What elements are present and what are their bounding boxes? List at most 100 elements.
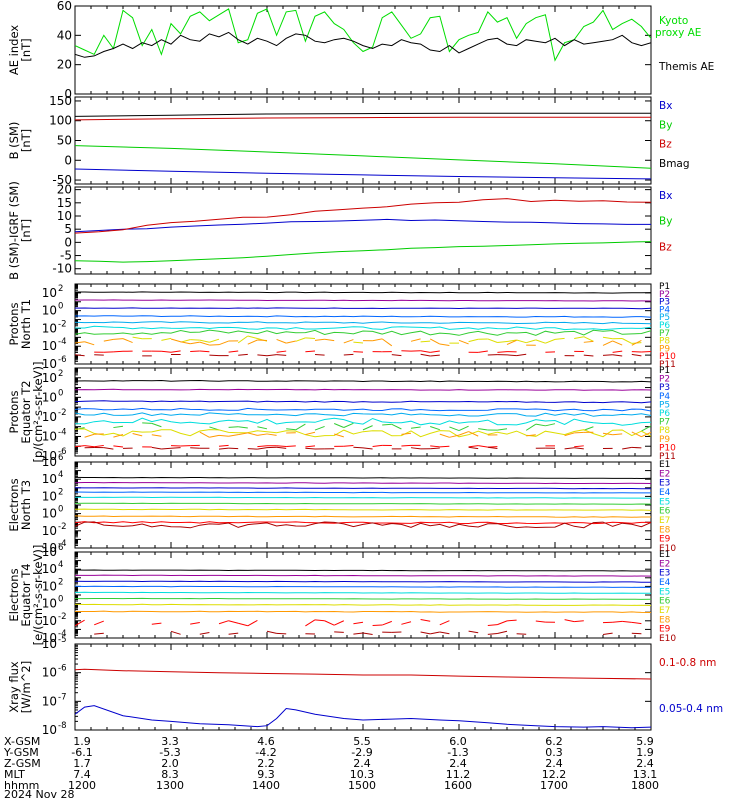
y-axis-label: [e/(cm²-s-sr-keV)] [31,545,45,646]
series-segment-P8 [487,338,498,343]
y-tick-label: 0 [64,235,72,249]
y-axis-label: [nT] [19,129,33,152]
legend-entry: P6 [659,409,670,419]
y-tick-label: 40 [57,28,72,42]
series-segment-P11 [430,354,440,357]
series-line-E6 [75,597,651,600]
series-line-E4 [75,585,651,588]
series-segment-P11 [257,354,268,357]
y-tick-label: 10 [42,410,57,424]
legend-entry: E2 [659,469,670,479]
footer-cell: 2.4 [636,757,654,770]
series-segment-P10 [75,445,85,448]
series-segment-P7 [362,425,373,431]
series-segment-P7 [314,425,325,431]
y-tick-label: 10 [42,637,57,651]
y-axis-label: Electrons [7,478,21,531]
series-line-P1 [75,291,651,294]
y-tick-exponent: -6 [58,664,66,674]
series-segment-E10 [420,631,431,635]
series-line-By [75,145,651,169]
series-segment-P8 [621,338,633,344]
legend-entry: E1 [659,550,670,560]
footer-cell: 1.7 [73,757,91,770]
footer-cell: 1300 [156,779,184,792]
panel-frame [74,643,652,731]
series-line-P4 [75,407,651,412]
legend-entry: 0.05-0.4 nm [659,703,723,715]
series-segment-P8 [468,338,479,343]
series-segment-P8 [497,341,508,343]
series-segment-P9 [410,338,421,342]
series-segment-P8 [583,336,594,342]
series-segment-P10 [276,445,287,447]
series-segment-E10 [353,632,364,635]
legend-entry: P8 [659,337,670,347]
footer-cell: 2.4 [545,757,563,770]
series-segment-P11 [218,447,229,450]
legend-entry: Bz [659,241,672,253]
legend-entry: 0.1-0.8 nm [659,657,716,669]
series-segment-P11 [622,446,632,450]
legend-entry: E3 [659,479,670,489]
series-line-E5 [75,496,651,499]
series-segment-P9 [257,433,268,436]
series-segment-E9 [564,619,575,623]
y-tick-label: 10 [42,723,57,737]
legend-entry: P10 [659,352,676,362]
series-segment-P7 [113,425,124,429]
series-segment-E9 [622,620,632,623]
series-segment-P11 [238,353,248,356]
series-line-Bx [75,168,651,180]
series-segment-P7 [391,423,402,430]
legend-entry: E7 [659,606,670,616]
series-line-P3 [75,307,651,310]
footer-cell: 0.3 [545,746,563,759]
series-segment-P9 [151,434,162,437]
series-line-P2 [75,299,651,302]
legend-entry: P11 [659,360,676,370]
series-segment-P8 [209,338,220,343]
y-tick-label: 10 [42,390,57,404]
y-tick-label: 10 [42,524,57,538]
series-line-P4 [75,315,651,318]
legend-entry: E6 [659,597,671,607]
series-segment-P9 [583,340,594,343]
y-tick-label: 50 [57,134,72,148]
y-tick-label: 15 [57,196,72,210]
series-segment-P9 [113,338,124,340]
series-segment-P8 [247,335,258,340]
series-segment-P7 [238,426,248,429]
y-axis-label: North T1 [19,299,33,349]
series-segment-P11 [506,354,517,357]
y-tick-label: 10 [42,429,57,443]
footer-cell: 7.4 [73,768,91,781]
legend-entry: E8 [659,615,671,625]
series-segment-P10 [401,444,412,447]
series-segment-P9 [449,434,460,438]
y-tick-label: -50 [52,173,72,187]
series-segment-P11 [305,447,316,450]
series-segment-P7 [545,423,556,427]
series-line-E7 [75,508,651,511]
series-segment-P11 [487,446,498,450]
series-segment-E9 [401,621,412,625]
legend-entry: P3 [659,383,670,393]
series-line-E3 [75,580,651,583]
series-segment-P11 [266,354,277,357]
series-segment-E9 [631,621,642,625]
series-segment-P11 [247,448,258,450]
series-segment-E9 [487,624,498,626]
y-tick-exponent: -2 [58,522,66,532]
series-segment-P9 [286,340,296,344]
series-segment-E10 [228,632,239,635]
y-tick-label: 10 [42,507,57,521]
y-axis-label: B (SM)-IGRF (SM) [7,181,21,280]
series-segment-P11 [420,353,431,357]
series-line-P5 [75,321,651,325]
series-segment-E9 [324,620,335,626]
series-segment-P8 [506,339,517,343]
series-line-Bx [75,218,651,233]
